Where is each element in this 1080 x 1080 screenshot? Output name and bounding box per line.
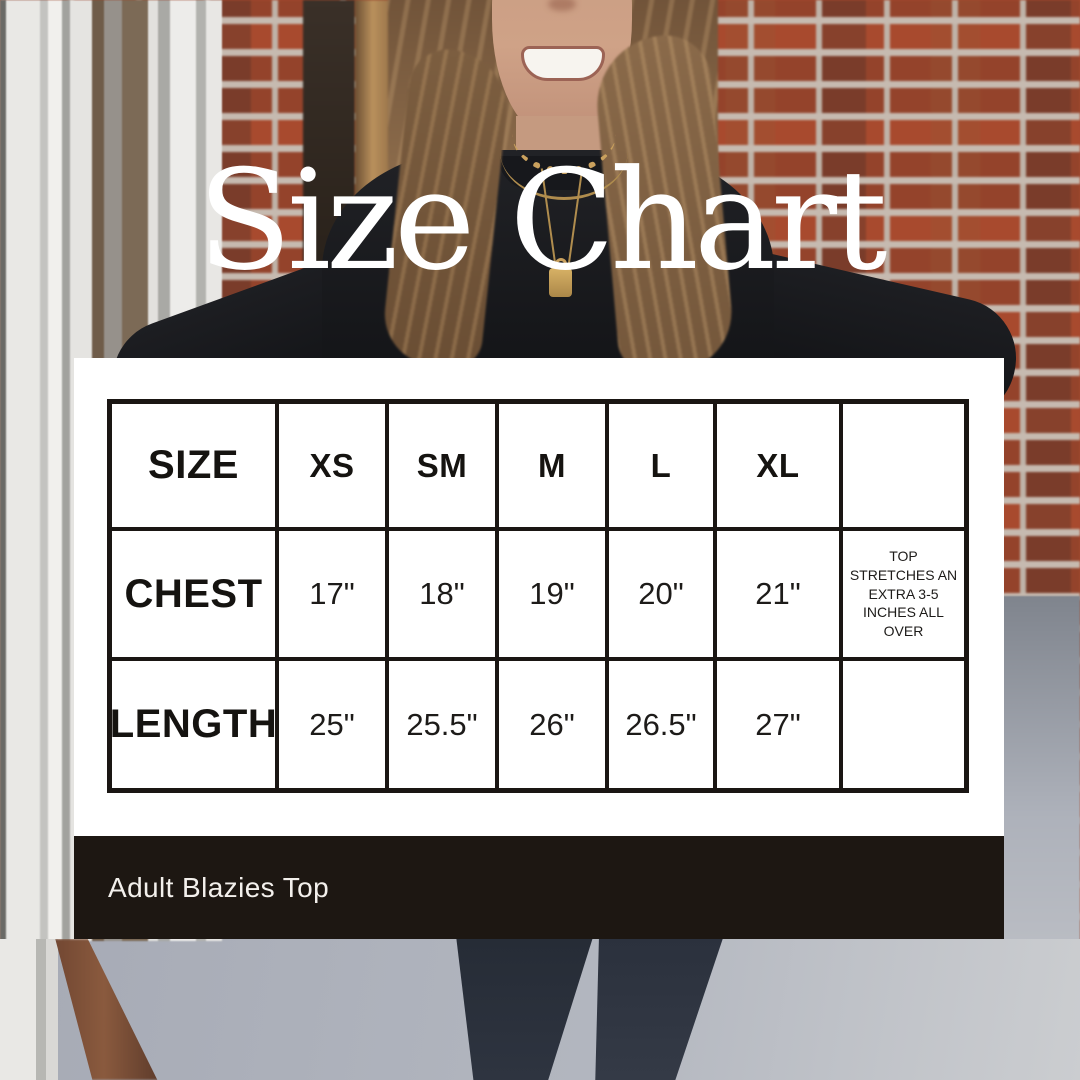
chest-value-xs: 17" — [279, 531, 389, 661]
size-chart-panel: SIZE XS SM M L XL CHEST 17" 18" 19" 20" … — [74, 358, 1004, 836]
length-value-m: 26" — [499, 661, 609, 788]
header-cell-xs: XS — [279, 404, 389, 531]
window-frame-bottom — [0, 939, 58, 1080]
necklace-chain — [500, 102, 628, 200]
model-smile — [521, 46, 605, 81]
length-value-sm: 25.5" — [389, 661, 499, 788]
necklace-lock-pendant — [549, 268, 572, 297]
chest-value-xl: 21" — [717, 531, 843, 661]
length-value-xs: 25" — [279, 661, 389, 788]
model-nose — [548, 0, 576, 11]
header-cell-size: SIZE — [112, 404, 279, 531]
chest-value-m: 19" — [499, 531, 609, 661]
header-cell-empty — [843, 404, 964, 531]
size-chart-table: SIZE XS SM M L XL CHEST 17" 18" 19" 20" … — [107, 399, 969, 793]
chest-value-l: 20" — [609, 531, 717, 661]
header-cell-xl: XL — [717, 404, 843, 531]
length-value-xl: 27" — [717, 661, 843, 788]
chest-value-sm: 18" — [389, 531, 499, 661]
header-cell-l: L — [609, 404, 717, 531]
length-row-label: LENGTH — [110, 661, 279, 788]
product-name-label: Adult Blazies Top — [108, 871, 330, 903]
stretch-note: TOP STRETCHES AN EXTRA 3-5 INCHES ALL OV… — [843, 531, 964, 661]
length-value-l: 26.5" — [609, 661, 717, 788]
header-cell-m: M — [499, 404, 609, 531]
header-cell-sm: SM — [389, 404, 499, 531]
length-cell-empty — [843, 661, 964, 788]
product-name-bar: Adult Blazies Top — [74, 836, 1004, 939]
chest-row-label: CHEST — [112, 531, 279, 661]
page-title: Size Chart — [197, 140, 887, 301]
